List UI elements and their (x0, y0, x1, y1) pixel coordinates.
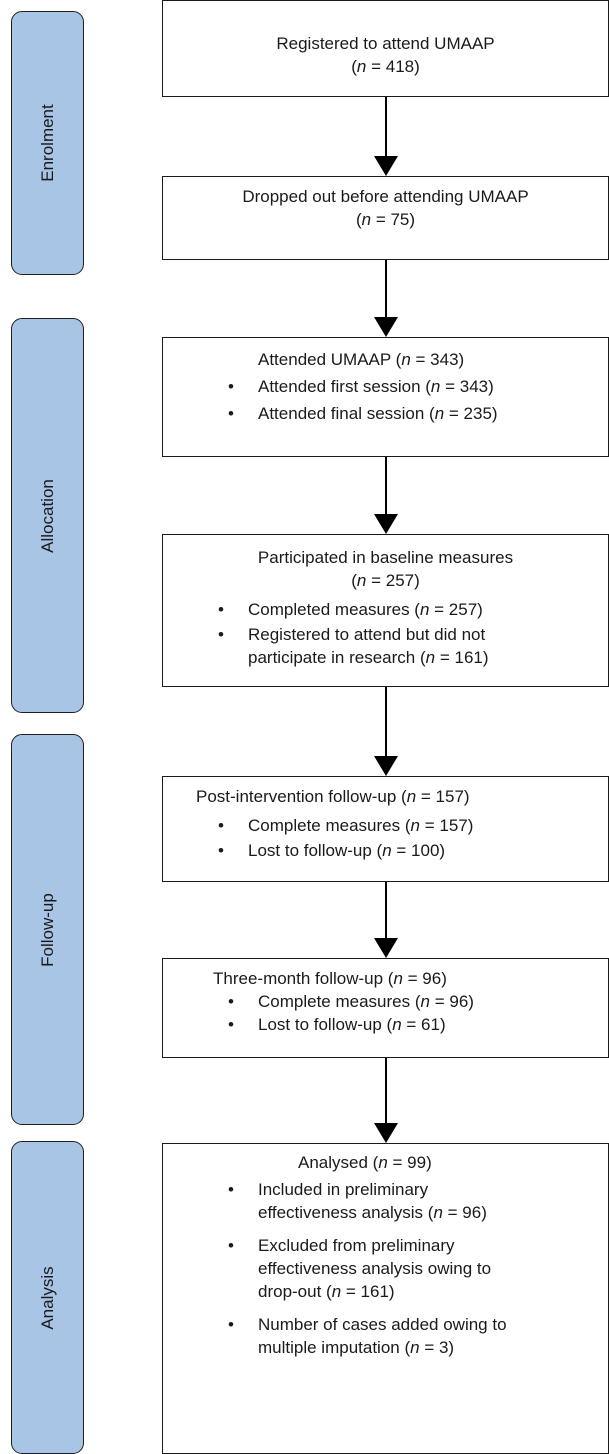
box-baseline: Participated in baseline measures (n = 2… (162, 534, 609, 687)
box-analysed-item: • Included in preliminary effectiveness … (228, 1180, 487, 1222)
box-post-title: Post-intervention follow-up (n = 157) (196, 787, 470, 806)
box-post-item: • Lost to follow-up (n = 100) (218, 841, 446, 860)
arrow-2-head (374, 317, 398, 337)
box-dropped-title: Dropped out before attending UMAAP (242, 187, 529, 206)
box-attended: Attended UMAAP (n = 343) • Attended firs… (162, 337, 609, 457)
arrow-6 (385, 1058, 387, 1124)
box-baseline-count: (n = 257) (351, 571, 420, 590)
box-baseline-title: Participated in baseline measures (257, 548, 514, 567)
arrow-3 (385, 457, 387, 515)
box-three-month-item: • Lost to follow-up (n = 61) (228, 1015, 446, 1034)
box-registered-count: (n = 418) (351, 57, 420, 76)
arrow-4 (385, 687, 387, 757)
box-analysed: Analysed (n = 99) • Included in prelimin… (162, 1143, 609, 1454)
box-registered: Registered to attend UMAAP (n = 418) (162, 0, 609, 97)
arrow-2 (385, 260, 387, 318)
stage-follow-up-label: Follow-up (37, 892, 57, 967)
box-three-month: Three-month follow-up (n = 96) • Complet… (162, 958, 609, 1058)
stage-allocation: Allocation (11, 318, 84, 713)
box-analysed-item: • Number of cases added owing to multipl… (228, 1315, 507, 1357)
box-attended-item: • Attended final session (n = 235) (228, 404, 498, 423)
box-post-intervention: Post-intervention follow-up (n = 157) • … (162, 776, 609, 882)
arrow-4-head (374, 756, 398, 776)
arrow-5-head (374, 938, 398, 958)
stage-enrolment-label: Enrolment (37, 104, 57, 182)
box-dropped: Dropped out before attending UMAAP (n = … (162, 176, 609, 260)
stage-analysis: Analysis (11, 1141, 84, 1454)
box-registered-title: Registered to attend UMAAP (276, 34, 495, 53)
box-dropped-count: (n = 75) (355, 210, 416, 229)
box-baseline-item: • Completed measures (n = 257) (218, 600, 483, 619)
box-analysed-item: • Excluded from preliminary effectivenes… (228, 1236, 492, 1301)
box-attended-title: Attended UMAAP (n = 343) (258, 350, 465, 369)
box-post-item: • Complete measures (n = 157) (218, 816, 474, 835)
arrow-1 (385, 97, 387, 157)
arrow-3-head (374, 514, 398, 534)
stage-allocation-label: Allocation (37, 478, 57, 553)
arrow-6-head (374, 1123, 398, 1143)
stage-enrolment: Enrolment (11, 11, 84, 275)
box-attended-item: • Attended first session (n = 343) (228, 377, 494, 396)
box-baseline-item: • Registered to attend but did not parti… (218, 625, 489, 667)
stage-follow-up: Follow-up (11, 734, 84, 1125)
arrow-5 (385, 882, 387, 939)
arrow-1-head (374, 156, 398, 176)
box-three-month-item: • Complete measures (n = 96) (228, 992, 474, 1011)
stage-analysis-label: Analysis (37, 1265, 57, 1330)
box-analysed-title: Analysed (n = 99) (298, 1153, 432, 1172)
box-three-month-title: Three-month follow-up (n = 96) (213, 969, 447, 988)
